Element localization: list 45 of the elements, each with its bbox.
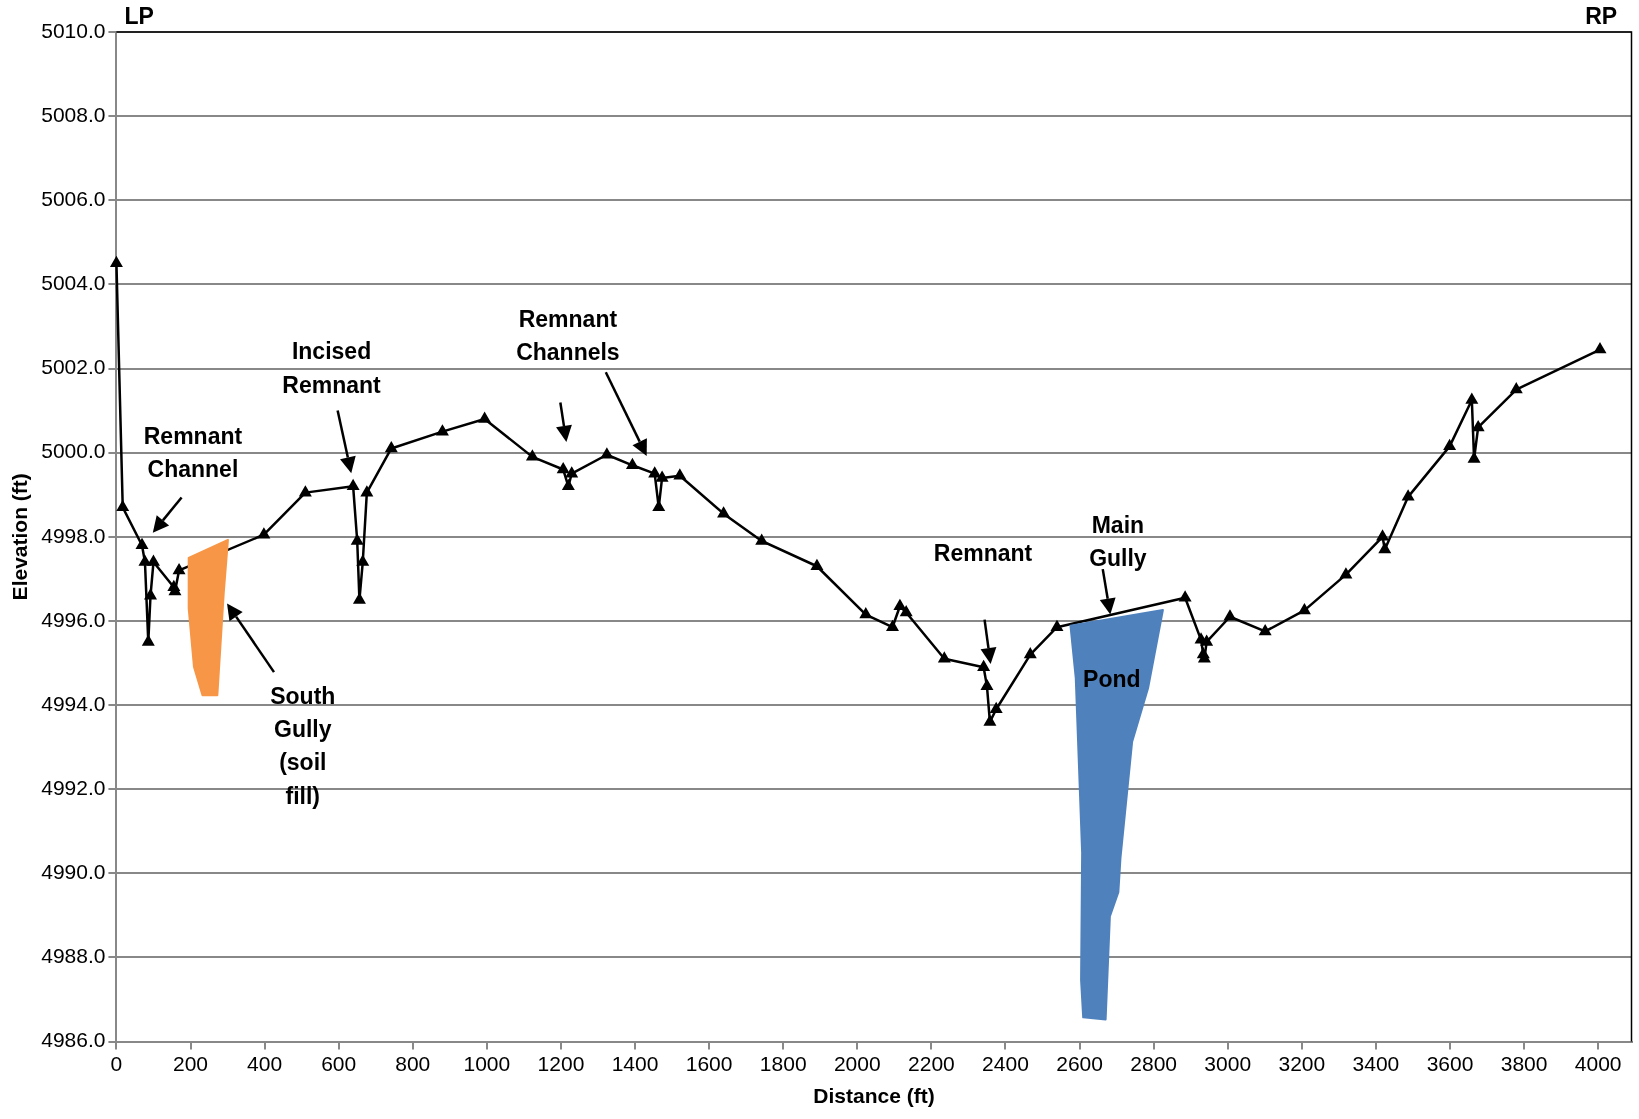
annotation: Remnant Channels: [515, 304, 621, 367]
y-tick-label: 5006.0: [41, 187, 106, 211]
x-tick-label: 3800: [1500, 1052, 1548, 1075]
y-tick-label: 4990.0: [41, 860, 106, 884]
x-tick-label: 4000: [1574, 1052, 1622, 1075]
text: RP: [1584, 2, 1619, 32]
x-tick-label: 800: [395, 1052, 431, 1075]
annotation: Incised Remnant: [281, 336, 382, 400]
x-tick-label: 3600: [1426, 1052, 1474, 1075]
y-tick-label: 4996.0: [41, 607, 106, 631]
x-tick-label: 2600: [1056, 1052, 1103, 1075]
x-tick-label: 2800: [1130, 1052, 1177, 1075]
x-tick-label: 1400: [611, 1052, 659, 1075]
y-tick-label: 4994.0: [41, 691, 106, 715]
y-tick-label: 5004.0: [41, 271, 106, 295]
annotation: Pond: [1082, 665, 1142, 695]
y-axis-title: Elevation (ft): [8, 473, 32, 601]
annotation: Main Gully: [1088, 510, 1148, 573]
y-tick-label: 4992.0: [41, 776, 106, 799]
x-tick-label: 2400: [982, 1052, 1029, 1075]
x-tick-label: 2000: [833, 1052, 881, 1075]
text: LP: [123, 2, 155, 32]
x-tick-label: 400: [247, 1052, 283, 1075]
x-tick-label: 3200: [1278, 1052, 1326, 1075]
y-tick-label: 5010.0: [41, 18, 106, 42]
y-tick-label: 4998.0: [41, 523, 106, 547]
annotation: South Gully (soil fill): [269, 682, 337, 812]
x-tick-label: 1600: [685, 1052, 733, 1075]
annotation: Remnant: [932, 539, 1034, 569]
x-tick-label: 1000: [463, 1052, 511, 1075]
x-tick-label: 3400: [1352, 1052, 1400, 1075]
y-tick-label: 5002.0: [41, 355, 106, 379]
x-tick-label: 1200: [537, 1052, 585, 1075]
annotation: Remnant Channel: [142, 421, 244, 484]
x-tick-label: 200: [172, 1052, 209, 1075]
x-tick-label: 2200: [908, 1052, 955, 1075]
y-tick-label: 4986.0: [41, 1028, 106, 1052]
x-tick-label: 0: [110, 1052, 123, 1075]
x-tick-label: 600: [321, 1052, 357, 1075]
y-tick-label: 4988.0: [41, 944, 106, 968]
x-tick-label: 3000: [1204, 1052, 1252, 1075]
y-tick-label: 5008.0: [41, 102, 106, 126]
x-tick-label: 1800: [759, 1052, 807, 1075]
y-tick-label: 5000.0: [41, 439, 106, 463]
x-axis-title: Distance (ft): [813, 1084, 935, 1108]
